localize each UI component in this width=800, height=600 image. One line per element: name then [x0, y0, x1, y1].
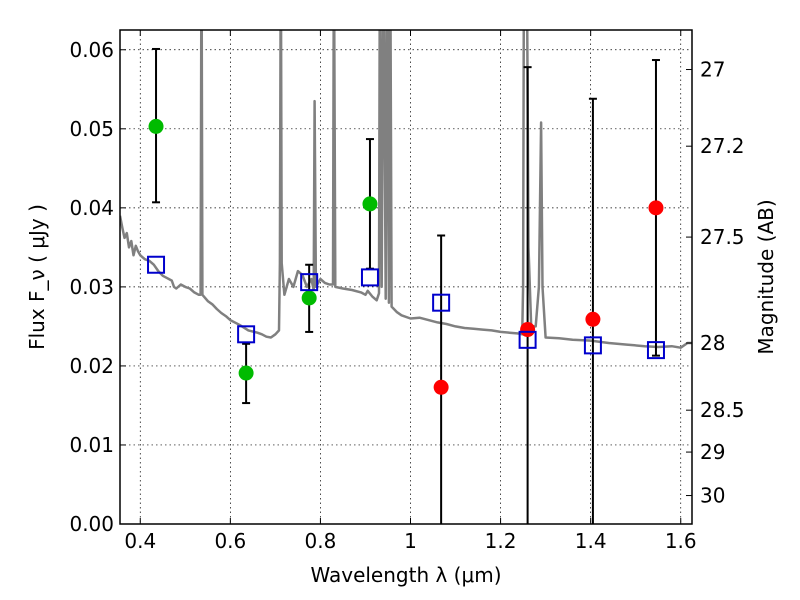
x-tick-label: 1.6 [665, 529, 697, 553]
model-square [147, 255, 166, 274]
y-tick-label: 0.02 [69, 354, 114, 378]
model-square [300, 273, 319, 292]
y-axis-label: Flux F_ν ( μJy ) [25, 204, 49, 350]
nondetection-point [520, 322, 536, 338]
model-square [432, 293, 451, 312]
x-tick-label: 0.6 [214, 529, 246, 553]
model-layer [147, 255, 665, 360]
plot-frame [119, 29, 693, 525]
y-right-tick-label: 27 [700, 58, 725, 82]
tick-labels: 0.4 0.6 0.8 1 1.2 1.4 1.6 0.00 0.01 0.02 0.03 0.04 0… [69, 38, 744, 553]
errorbar-layer [152, 47, 660, 524]
nondetection-point [585, 311, 601, 327]
y-tick-label: 0.04 [69, 196, 114, 220]
model-square [583, 336, 602, 355]
model-square [360, 268, 379, 287]
model-square [237, 325, 256, 344]
model-square [646, 341, 665, 360]
y-tick-label: 0.01 [69, 433, 114, 457]
y-tick-label: 0.05 [69, 117, 114, 141]
y-tick-label: 0.03 [69, 275, 114, 299]
y-right-tick-label: 28.5 [700, 398, 745, 422]
spectrum-layer [120, 30, 692, 349]
y-right-tick-label: 28 [700, 331, 725, 355]
model-square [518, 330, 537, 349]
y-right-tick-label: 27.5 [700, 225, 745, 249]
x-tick-label: 0.4 [124, 529, 156, 553]
x-axis-label: Wavelength λ (μm) [310, 563, 501, 587]
detection-point [301, 290, 317, 306]
y-axis-right-label: Magnitude (AB) [754, 199, 778, 354]
y-right-tick-label: 27.2 [700, 134, 745, 158]
detection-point [238, 365, 254, 381]
y-right-tick-label: 29 [700, 440, 725, 464]
x-tick-label: 1.2 [485, 529, 517, 553]
nondetection-point [433, 379, 449, 395]
spectrum-line [120, 30, 692, 349]
ticks-layer [120, 30, 692, 525]
y-tick-label: 0.06 [69, 38, 114, 62]
x-tick-label: 0.8 [305, 529, 337, 553]
nondetection-point [648, 200, 664, 216]
y-right-tick-label: 30 [700, 484, 725, 508]
grid [120, 30, 692, 525]
y-tick-label: 0.00 [69, 512, 114, 536]
x-tick-label: 1.4 [575, 529, 607, 553]
x-tick-label: 1 [404, 529, 417, 553]
detection-point [148, 118, 164, 134]
detection-point [362, 196, 378, 212]
points-layer [148, 118, 664, 395]
